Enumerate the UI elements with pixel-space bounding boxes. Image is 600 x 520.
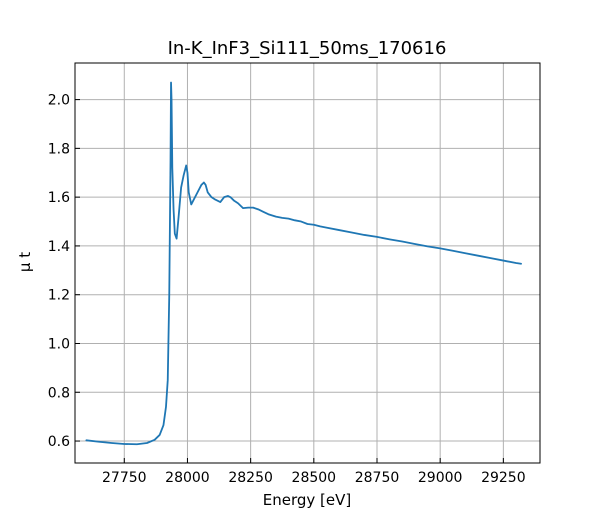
series-layer xyxy=(85,81,522,446)
y-axis-label: μ t xyxy=(16,252,34,272)
x-tick-label: 29250 xyxy=(481,470,526,486)
ticks-layer: 27750 28000 28250 28500 28750 29000 29250 0.6 0.… xyxy=(48,93,526,486)
x-tick-label: 29000 xyxy=(418,470,463,486)
y-tick-label: 1.6 xyxy=(48,190,70,206)
y-tick-label: 1.4 xyxy=(48,239,70,255)
x-tick-label: 28250 xyxy=(228,470,273,486)
x-axis-label: Energy [eV] xyxy=(263,491,351,509)
grid-layer xyxy=(75,63,540,463)
y-tick-label: 1.8 xyxy=(48,141,70,157)
x-tick-label: 28000 xyxy=(165,470,210,486)
plot-frame xyxy=(74,62,541,464)
y-tick-label: 2.0 xyxy=(48,93,70,109)
x-tick-label: 28750 xyxy=(355,470,400,486)
y-tick-label: 0.8 xyxy=(48,385,70,401)
axes-layer xyxy=(74,62,541,464)
y-tick-label: 1.2 xyxy=(48,288,70,304)
x-tick-label: 27750 xyxy=(102,470,147,486)
y-tick-label: 0.6 xyxy=(48,434,70,450)
y-tick-label: 1.0 xyxy=(48,336,70,352)
series-line xyxy=(85,81,522,446)
chart-title: In-K_InF3_Si111_50ms_170616 xyxy=(168,38,447,59)
x-tick-label: 28500 xyxy=(292,470,337,486)
